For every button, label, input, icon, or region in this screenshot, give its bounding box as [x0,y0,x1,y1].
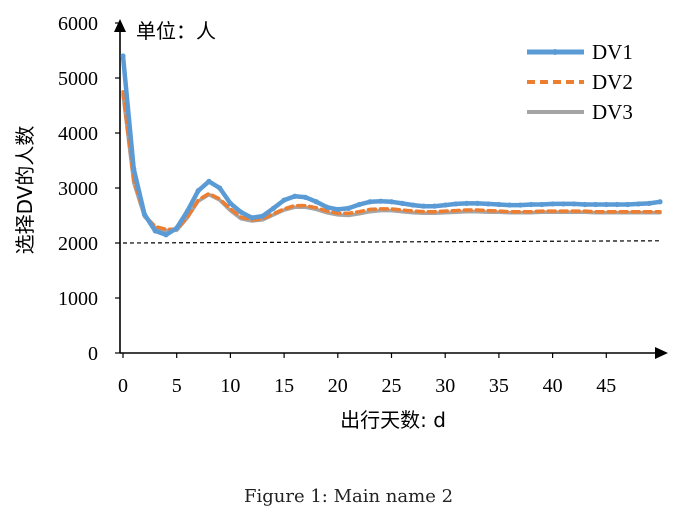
data-point [592,201,599,208]
legend-label-dv2: DV2 [592,70,633,94]
data-point [249,215,255,221]
y-tick-label: 3000 [58,178,98,200]
x-tick-label: 0 [118,375,128,397]
y-tick-label: 0 [88,343,98,365]
data-point [582,201,588,208]
data-point [442,202,448,208]
x-tick-label: 40 [543,375,563,397]
data-point [571,201,577,207]
data-point [174,225,180,231]
data-point [410,202,416,208]
data-point [431,203,438,209]
data-point [206,178,212,184]
legend-label-dv1: DV1 [592,40,633,64]
data-point [292,193,298,199]
legend: DV1 DV2 DV3 [527,40,633,124]
line-chart: 0 1000 2000 3000 4000 5000 6000 0 5 10 15 20 25 30 35 4… [13,13,668,432]
data-point [281,197,287,203]
data-point [238,209,244,215]
x-tick-label: 35 [489,375,509,397]
data-point [453,201,459,207]
data-point [539,201,545,208]
y-axis-arrow [114,19,126,32]
data-point [152,228,158,234]
data-point [378,198,384,204]
y-axis-label: 选择DV的人数 [13,126,37,255]
series-dv1 [120,53,663,238]
legend-label-dv3: DV3 [592,100,633,124]
series-dv2 [121,90,662,232]
data-point [335,206,341,213]
data-point [367,199,373,205]
data-point [485,201,491,207]
data-point [421,203,427,209]
x-tick-label: 5 [172,375,182,397]
x-axis-label: 出行天数: d [340,408,446,432]
series-line-dv2 [121,90,662,232]
unit-label: 单位：人 [136,19,216,43]
y-tick-label: 2000 [58,233,98,255]
data-point [217,185,223,191]
data-point [302,194,309,200]
data-point [184,208,191,214]
data-point [270,205,276,211]
data-point [528,201,534,208]
y-tick-label: 6000 [58,13,98,35]
data-point [163,232,169,238]
x-tick-label: 45 [596,375,616,397]
data-point [614,201,620,208]
data-point [517,202,523,208]
data-point [399,200,405,206]
y-tick-label: 5000 [58,68,98,90]
data-point [464,200,470,206]
legend-marker [552,49,558,55]
x-tick-label: 20 [328,375,348,397]
data-point [388,199,395,205]
y-tick-label: 1000 [58,288,98,310]
x-axis-arrow [655,347,668,359]
x-tick-label: 15 [274,375,294,397]
y-tick-label: 4000 [58,123,98,145]
data-point [345,205,352,211]
data-point [550,201,556,207]
data-point [560,201,566,207]
data-point [625,201,631,208]
x-tick-label: 25 [382,375,402,397]
data-point [324,204,330,210]
data-point [657,199,663,205]
x-tick-label: 30 [435,375,455,397]
x-tick-label: 10 [220,375,240,397]
data-point [507,202,513,208]
data-point [313,199,319,205]
data-point [496,201,502,208]
reference-line [122,240,661,244]
data-point [141,211,148,217]
data-point [635,201,642,207]
data-point [131,166,137,172]
data-point [260,213,266,219]
figure-caption: Figure 1: Main name 2 [243,486,454,507]
data-point [474,200,481,206]
data-point [227,200,233,206]
data-point [120,53,126,59]
data-point [646,200,652,206]
data-point [603,201,609,208]
data-point [195,188,201,194]
data-point [356,201,362,208]
